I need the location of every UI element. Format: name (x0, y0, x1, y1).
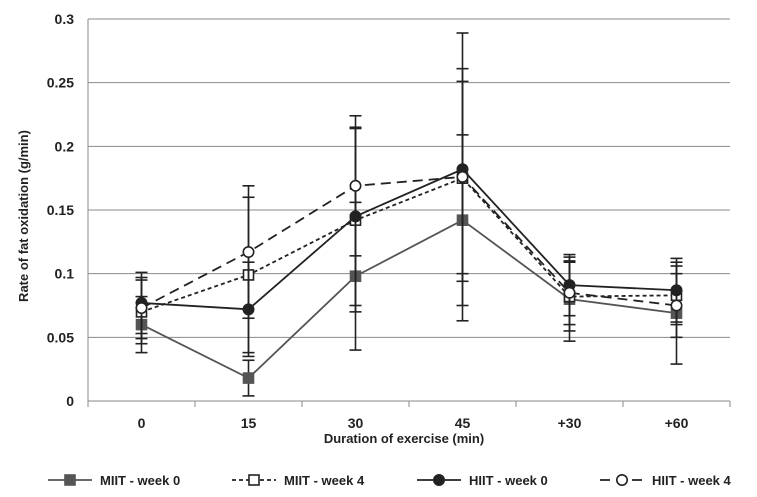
series-3 (135, 32, 683, 340)
legend-marker (64, 474, 76, 486)
y-tick-label: 0.15 (47, 202, 74, 218)
series-line (141, 168, 677, 311)
x-tick-label: 45 (455, 415, 471, 431)
series-1 (135, 80, 683, 354)
axes (87, 19, 731, 407)
series-line (141, 175, 677, 309)
legend: MIIT - week 0 MIIT - week 4 HIIT - week 0 H… (48, 473, 732, 488)
data-point (563, 286, 576, 299)
legend-label: HIIT - week 4 (652, 473, 732, 488)
series-line (141, 219, 677, 380)
y-tick-label: 0 (66, 393, 74, 409)
data-point (456, 170, 469, 183)
legend-marker (248, 474, 260, 486)
y-tick-label: 0.25 (47, 75, 74, 91)
legend-marker (615, 473, 628, 486)
tick-labels: 0 0.05 0.1 0.15 0.2 0.25 0.3 0 15 30 45 +30 +60 (47, 11, 689, 431)
x-tick-label: 0 (138, 415, 146, 431)
y-tick-label: 0.05 (47, 329, 74, 345)
data-point (670, 299, 683, 312)
data-point (242, 246, 255, 259)
legend-item-2: HIIT - week 0 (417, 473, 548, 488)
legend-item-3: HIIT - week 4 (600, 473, 732, 488)
data-point (135, 302, 148, 315)
legend-label: MIIT - week 0 (100, 473, 180, 488)
series-0 (135, 134, 683, 397)
legend-item-1: MIIT - week 4 (232, 473, 365, 488)
legend-item-0: MIIT - week 0 (48, 473, 180, 488)
x-tick-label: 15 (241, 415, 257, 431)
legend-marker (432, 473, 445, 486)
y-tick-label: 0.2 (55, 138, 75, 154)
y-tick-label: 0.3 (55, 11, 75, 27)
legend-label: HIIT - week 0 (469, 473, 548, 488)
series-2 (135, 67, 683, 358)
x-tick-label: 30 (348, 415, 364, 431)
series-group (135, 32, 683, 397)
series-line (141, 177, 677, 313)
data-point (349, 179, 362, 192)
data-point (242, 372, 255, 384)
legend-label: MIIT - week 4 (284, 473, 365, 488)
y-axis-title: Rate of fat oxidation (g/min) (16, 130, 31, 302)
gridlines (88, 18, 730, 402)
y-tick-label: 0.1 (55, 266, 75, 282)
x-tick-label: +30 (558, 415, 582, 431)
x-axis-title: Duration of exercise (min) (324, 431, 484, 446)
x-tick-label: +60 (665, 415, 689, 431)
